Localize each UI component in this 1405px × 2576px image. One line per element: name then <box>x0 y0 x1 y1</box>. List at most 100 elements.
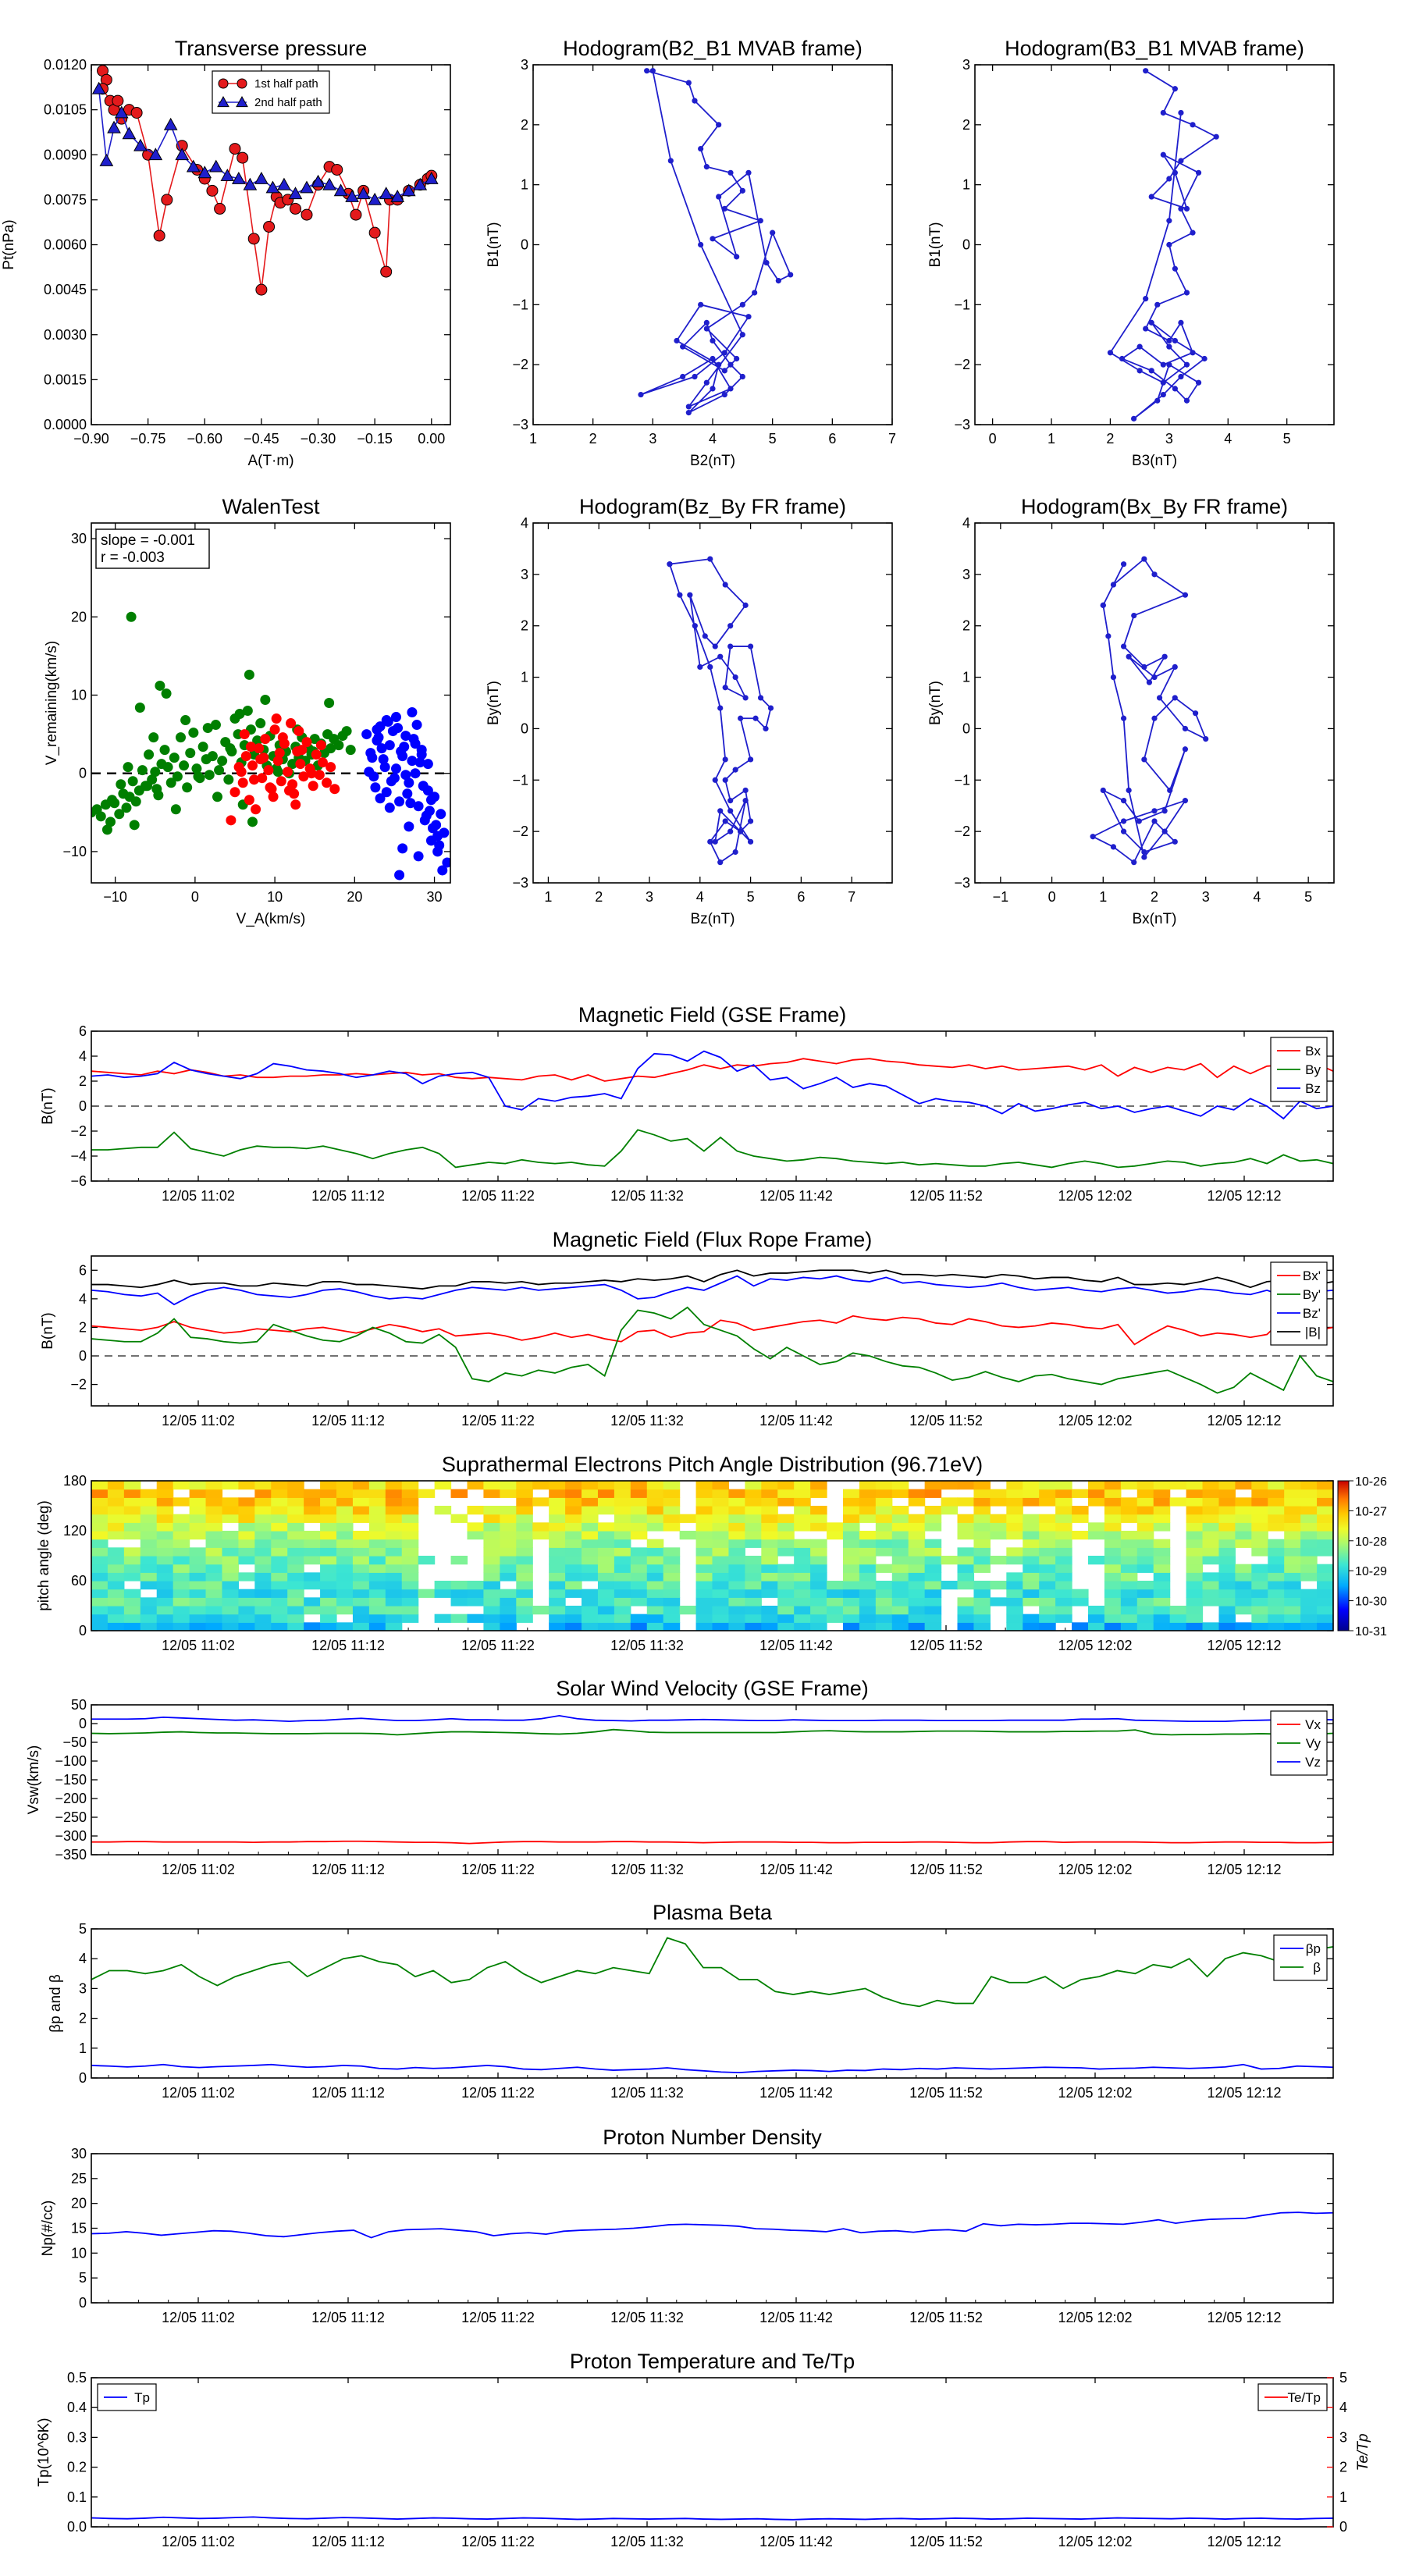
data-point <box>107 120 121 133</box>
heatmap-cell <box>401 1481 419 1490</box>
heatmap-cell <box>1153 1489 1171 1498</box>
data-point <box>276 776 286 787</box>
heatmap-cell <box>352 1539 370 1548</box>
heatmap-cell <box>1055 1556 1072 1565</box>
heatmap-cell <box>695 1581 713 1590</box>
heatmap-cell <box>973 1506 991 1515</box>
heatmap-cell <box>1039 1481 1056 1490</box>
x-tick-label: 12/05 12:02 <box>1058 1188 1132 1204</box>
data-point <box>734 254 740 260</box>
heatmap-cell <box>320 1614 337 1623</box>
y-tick-label: 0.0090 <box>44 147 87 162</box>
heatmap-cell <box>630 1614 648 1623</box>
heatmap-cell <box>205 1489 223 1498</box>
heatmap-cell <box>156 1614 174 1623</box>
heatmap-cell <box>516 1497 533 1507</box>
heatmap-cell <box>1235 1497 1252 1507</box>
series-line-2 <box>91 1050 1333 1120</box>
heatmap-cell <box>254 1622 272 1631</box>
heatmap-cell <box>156 1489 174 1498</box>
x-tick-label: −1 <box>993 889 1009 905</box>
heatmap-cell <box>1317 1564 1333 1573</box>
heatmap-cell <box>1186 1539 1204 1548</box>
heatmap-cell <box>271 1489 288 1498</box>
data-point <box>1166 361 1172 368</box>
axes-frame <box>532 522 893 884</box>
heatmap-cell <box>352 1564 370 1573</box>
heatmap-cell <box>827 1614 844 1623</box>
heatmap-cell <box>1235 1622 1252 1631</box>
heatmap-cell <box>1317 1622 1333 1631</box>
hodogram-line <box>640 69 791 414</box>
heatmap-cell <box>401 1514 419 1523</box>
data-point <box>373 732 384 743</box>
heatmap-cell <box>1104 1572 1122 1582</box>
data-point <box>727 386 734 392</box>
heatmap-cell <box>663 1481 681 1490</box>
hodoFRxy-panel: Hodogram(Bx_By FR frame)−1 0 1 2 3 4 5−3−2−101… <box>927 495 1335 927</box>
heatmap-cell <box>842 1489 860 1498</box>
heatmap-cell <box>238 1497 255 1507</box>
x-tick-label: 12/05 11:32 <box>610 1413 684 1429</box>
data-point <box>1154 397 1161 404</box>
heatmap-cell <box>630 1514 648 1523</box>
data-point <box>721 205 727 212</box>
x-tick-label: 12/05 12:02 <box>1058 2310 1132 2325</box>
data-point <box>1156 695 1163 701</box>
data-point <box>1178 158 1184 164</box>
heatmap-cell <box>745 1514 762 1523</box>
heatmap-cell <box>614 1531 631 1540</box>
data-point <box>692 98 698 104</box>
x-tick-label: 12/05 11:42 <box>759 1638 833 1653</box>
heatmap-cell <box>1186 1506 1204 1515</box>
heatmap-cell <box>368 1581 386 1590</box>
heatmap-cell <box>695 1622 713 1631</box>
heatmap-cell <box>385 1589 403 1598</box>
heatmap-cell <box>368 1514 386 1523</box>
data-point <box>1172 386 1178 392</box>
heatmap-cell <box>173 1497 190 1507</box>
x-tick-label: 12/05 11:22 <box>461 2534 535 2549</box>
data-point <box>162 762 173 773</box>
heatmap-cell <box>254 1597 272 1606</box>
data-point <box>739 301 745 308</box>
data-point <box>191 763 202 774</box>
y-tick-label: 0.5 <box>67 2370 87 2386</box>
heatmap-cell <box>1202 1481 1220 1490</box>
data-point <box>393 723 404 734</box>
heatmap-cell <box>205 1622 223 1631</box>
heatmap-cell <box>173 1539 190 1548</box>
bgse-panel: Magnetic Field (GSE Frame)12/05 11:02 12/… <box>40 1003 1334 1204</box>
heatmap-cell <box>842 1564 860 1573</box>
heatmap-cell <box>646 1606 664 1615</box>
heatmap-cell <box>254 1556 272 1565</box>
data-point <box>416 749 427 760</box>
heatmap-cell <box>1218 1622 1236 1631</box>
heatmap-cell <box>924 1489 942 1498</box>
heatmap-cell <box>189 1547 207 1557</box>
heatmap-cell <box>483 1589 500 1598</box>
heatmap-cell <box>695 1597 713 1606</box>
data-point <box>717 653 724 660</box>
heatmap-cell <box>597 1606 615 1615</box>
data-point <box>175 732 186 743</box>
heatmap-cell <box>91 1564 108 1573</box>
y-tick-label: −6 <box>70 1173 87 1189</box>
heatmap-cell <box>794 1481 811 1490</box>
y-tick-label: 30 <box>71 2146 87 2161</box>
heatmap-cell <box>483 1514 500 1523</box>
data-point <box>384 802 395 813</box>
heatmap-cell <box>500 1572 517 1582</box>
data-point <box>290 799 301 810</box>
heatmap-cell <box>107 1531 125 1540</box>
heatmap-cell <box>1169 1606 1187 1615</box>
x-tick-label: 20 <box>347 889 362 905</box>
data-point <box>722 685 728 691</box>
heatmap-cell <box>1317 1481 1333 1490</box>
heatmap-cell <box>875 1622 893 1631</box>
heatmap-cell <box>1104 1547 1122 1557</box>
heatmap-cell <box>663 1506 681 1515</box>
heatmap-cell <box>695 1547 713 1557</box>
data-point <box>1151 818 1158 824</box>
legend-label: βp <box>1306 1941 1321 1956</box>
